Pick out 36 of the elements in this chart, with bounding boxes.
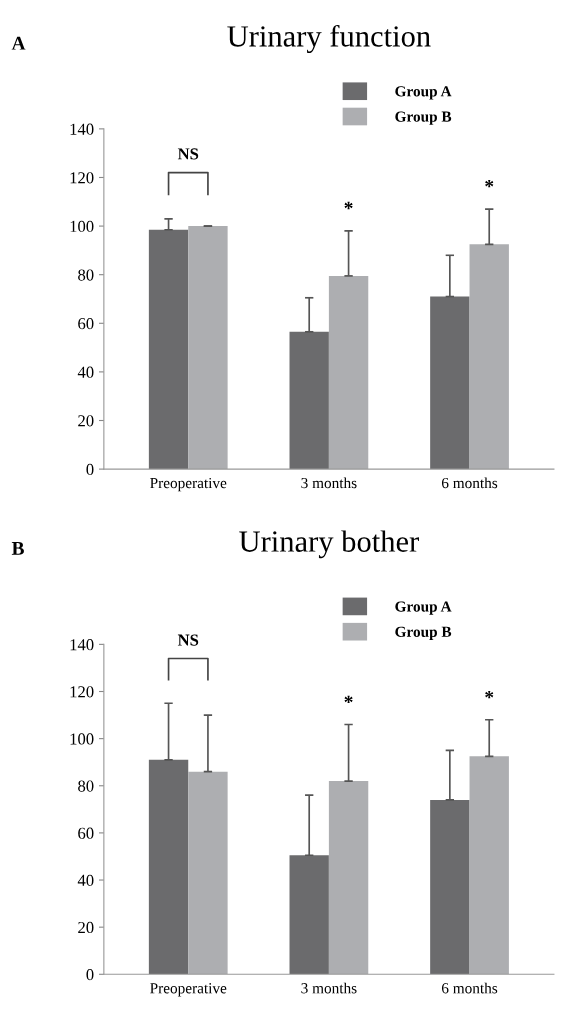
y-tick-label: 120 (70, 686, 94, 698)
y-tick-label: 80 (78, 780, 94, 792)
y-tick-label: 60 (78, 827, 94, 839)
x-tick-label: 3 months (301, 982, 357, 994)
annotation: NS (177, 634, 199, 646)
chart-title: Urinary function (227, 24, 431, 53)
y-tick-label: 40 (77, 874, 94, 886)
x-tick-label: 3 months (301, 477, 357, 489)
y-tick-label: 20 (78, 921, 94, 934)
y-tick-label: 60 (78, 317, 94, 330)
chart-title: Urinary bother (239, 530, 419, 559)
annotation: * (344, 695, 353, 704)
y-tick-label: 100 (70, 733, 94, 745)
annotation: * (485, 179, 494, 188)
y-tick-label: 120 (70, 172, 94, 184)
y-tick-label: 0 (86, 968, 94, 981)
x-tick-label: Preoperative (150, 477, 227, 492)
annotation: * (344, 201, 353, 210)
y-tick-label: 140 (70, 639, 94, 651)
annotation: * (485, 691, 494, 699)
y-tick-label: 140 (70, 123, 94, 135)
annotation: NS (177, 148, 199, 160)
y-tick-label: 80 (78, 269, 94, 281)
legend-label: Group B (395, 626, 452, 641)
y-tick-label: 0 (86, 463, 94, 476)
legend-label: Group A (395, 601, 452, 615)
text: A (11, 36, 26, 50)
y-tick-label: 100 (70, 220, 94, 233)
y-tick-label: 40 (77, 366, 94, 378)
legend-label: Group B (395, 111, 452, 125)
text: B (11, 542, 24, 555)
legend-label: Group A (395, 86, 452, 100)
x-tick-label: 6 months (441, 477, 498, 489)
x-tick-label: Preoperative (150, 983, 227, 997)
y-tick-label: 20 (78, 415, 94, 427)
x-tick-label: 6 months (441, 982, 498, 994)
